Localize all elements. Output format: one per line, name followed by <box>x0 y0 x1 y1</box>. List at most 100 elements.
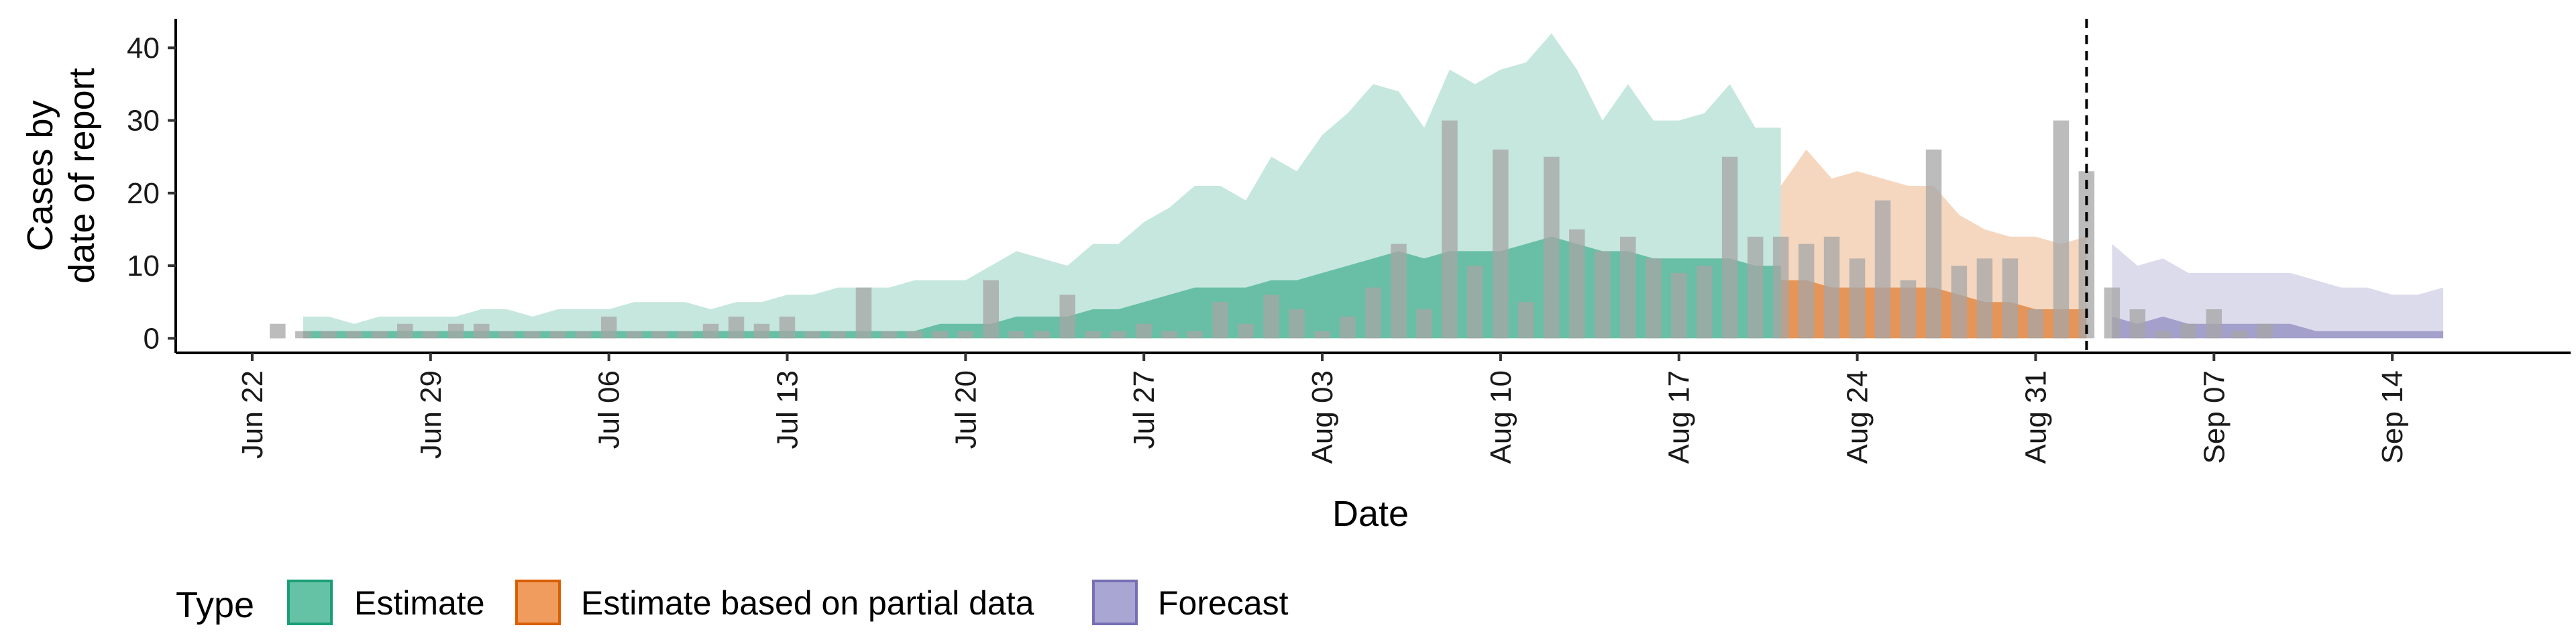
reported-cases-bar <box>448 323 464 339</box>
reported-cases-bar <box>779 316 796 339</box>
reported-cases-bar <box>830 331 847 339</box>
y-tick-label: 10 <box>127 250 160 282</box>
x-tick-label: Jul 13 <box>771 370 804 449</box>
x-tick-label: Jun 22 <box>236 370 269 459</box>
reported-cases-bar <box>804 331 821 339</box>
reported-cases-bar <box>423 331 439 339</box>
reported-cases-bar <box>1951 266 1968 339</box>
legend-label-partial: Estimate based on partial data <box>581 584 1034 622</box>
reported-cases-bar <box>1034 331 1050 339</box>
reported-cases-bar <box>1212 302 1228 339</box>
reported-cases-bar <box>2104 287 2121 339</box>
reported-cases-bar <box>346 331 362 339</box>
reported-cases-bar <box>1136 323 1152 339</box>
reported-cases-bar <box>1721 156 1738 339</box>
reported-cases-bar <box>1289 309 1305 339</box>
legend-title: Type <box>176 585 254 625</box>
reported-cases-bar <box>1823 236 1840 339</box>
reported-cases-bar <box>2155 331 2171 339</box>
reported-cases-bar <box>2206 309 2222 339</box>
reported-cases-bar <box>1976 258 1993 339</box>
reported-cases-bar <box>1849 258 1866 339</box>
reported-cases-bar <box>855 287 872 339</box>
x-axis-title: Date <box>1332 494 1409 534</box>
reported-cases-bar <box>2257 323 2273 339</box>
reported-cases-bar <box>1874 200 1891 339</box>
reported-cases-bar <box>2002 258 2019 339</box>
x-tick-label: Aug 31 <box>2019 370 2052 464</box>
legend: Type Estimate Estimate based on partial … <box>176 580 1289 625</box>
reported-cases-bar <box>549 331 566 339</box>
reported-cases-bar <box>957 331 974 339</box>
reported-cases-bar <box>1646 258 1662 339</box>
reported-cases-bar <box>1620 236 1636 339</box>
reported-cases-bar <box>1365 287 1381 339</box>
reported-cases-bar <box>1416 309 1432 339</box>
reported-cases-bar <box>2053 120 2070 339</box>
x-tick-label: Aug 24 <box>1841 370 1874 464</box>
x-tick-label: Aug 10 <box>1485 370 1517 464</box>
x-tick-label: Aug 03 <box>1306 370 1339 464</box>
reported-cases-bar <box>1518 302 1534 339</box>
y-tick-label: 0 <box>144 322 160 355</box>
reported-cases-bar <box>600 316 617 339</box>
reported-cases-bar <box>1696 266 1713 339</box>
reported-cases-bar <box>1238 323 1254 339</box>
reported-cases-bar <box>575 331 592 339</box>
reported-cases-bar <box>397 323 413 339</box>
estimate-inner-band <box>303 236 1781 339</box>
reported-cases-bar <box>1772 236 1789 339</box>
reported-cases-bar <box>2078 171 2095 339</box>
reported-cases-bar <box>1467 266 1483 339</box>
x-tick-label: Jul 06 <box>593 370 626 449</box>
reported-cases-bar <box>498 331 515 339</box>
reported-cases-bar <box>372 331 388 339</box>
reported-cases-bar <box>651 331 668 339</box>
x-tick-label: Sep 14 <box>2376 370 2409 464</box>
reported-cases-bar <box>932 331 949 339</box>
axes: 0 10 20 30 40 Jun 22 Jun 29 Jul 06 Jul 13 Jul 20 J… <box>127 19 2571 464</box>
reported-cases-bar <box>1595 251 1611 339</box>
reported-cases-bar <box>626 331 643 339</box>
reported-cases-bar <box>881 331 898 339</box>
reported-cases-bar <box>2180 323 2196 339</box>
reported-cases-bar <box>270 323 286 339</box>
y-axis-title-line-2: date of report <box>62 68 102 283</box>
legend-swatch-estimate <box>287 580 333 625</box>
reported-cases-bar <box>1085 331 1101 339</box>
reported-cases-bar <box>295 331 311 339</box>
reported-cases-bar <box>1671 272 1687 339</box>
reported-cases-bar <box>2027 309 2044 339</box>
x-tick-label: Jul 27 <box>1128 370 1161 449</box>
reported-cases-bar <box>321 331 337 339</box>
reported-cases-bar <box>1161 331 1177 339</box>
y-tick-label: 20 <box>127 177 160 210</box>
reported-cases-bar <box>983 280 999 339</box>
reported-cases-bar <box>2129 309 2146 339</box>
reported-cases-bar <box>1442 120 1458 339</box>
reported-cases-bar <box>677 331 694 339</box>
x-tick-label: Sep 07 <box>2198 370 2231 464</box>
forecast-outer-band <box>2112 244 2444 339</box>
reported-cases-bar <box>474 323 490 339</box>
reported-cases-bar <box>728 316 745 339</box>
reported-cases-bar <box>1798 244 1815 339</box>
plot-area <box>270 19 2444 353</box>
reported-cases-bar <box>1263 294 1279 339</box>
legend-swatch-forecast <box>1092 580 1138 625</box>
y-tick-label: 40 <box>127 32 160 64</box>
legend-label-estimate: Estimate <box>354 584 485 622</box>
reported-cases-bar <box>1900 280 1917 339</box>
reported-cases-bar <box>1925 149 1942 339</box>
x-tick-label: Jul 20 <box>949 370 982 449</box>
reported-cases-bar <box>1747 236 1764 339</box>
reported-cases-bar <box>906 331 923 339</box>
reported-cases-bar <box>2231 331 2247 339</box>
y-tick-label: 30 <box>127 105 160 138</box>
axis-titles: Cases by date of report Date <box>20 68 1409 534</box>
x-tick-label: Jun 29 <box>415 370 447 459</box>
reported-cases-bar <box>1391 244 1407 339</box>
reported-cases-bar <box>1493 149 1509 339</box>
